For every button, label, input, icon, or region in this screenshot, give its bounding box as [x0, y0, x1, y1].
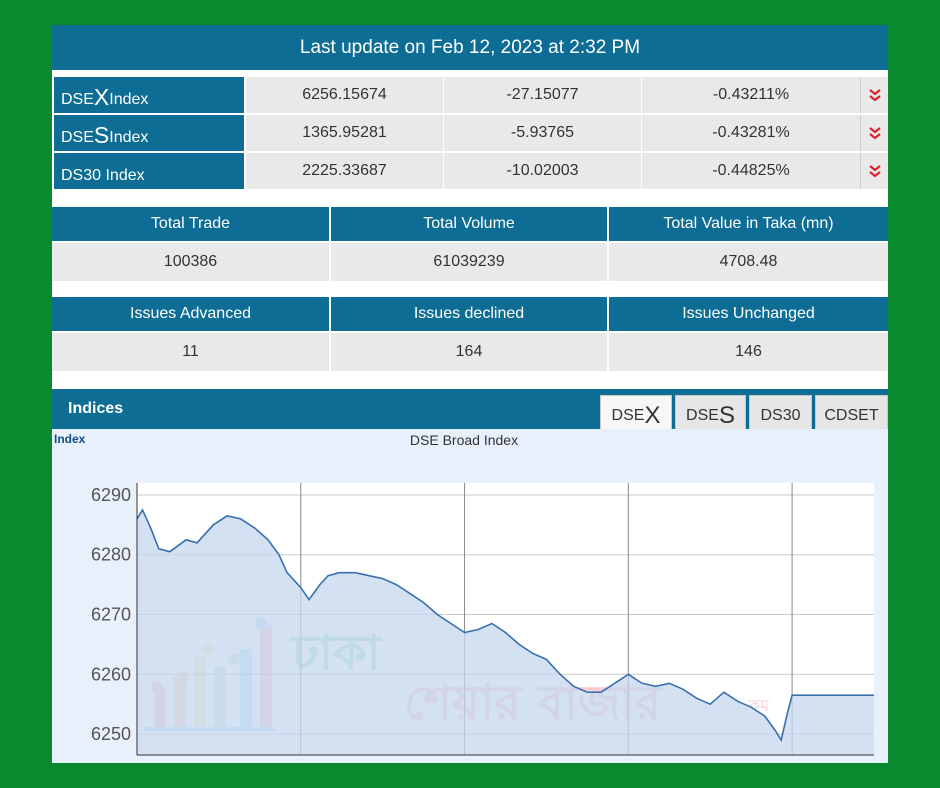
index-change: -27.15077	[444, 77, 642, 113]
down-arrow-icon	[860, 115, 888, 151]
index-value: 6256.15674	[246, 77, 444, 113]
tab-dses[interactable]: DSE S	[675, 395, 746, 435]
index-change: -10.02003	[444, 153, 642, 189]
index-name-dsex[interactable]: DSE X Index	[54, 77, 244, 113]
index-name-ds30[interactable]: DS30 Index	[54, 153, 244, 189]
series-line	[136, 508, 874, 743]
total-volume-header: Total Volume	[331, 207, 609, 241]
last-update-header: Last update on Feb 12, 2023 at 2:32 PM	[52, 25, 888, 70]
tab-cdset-label: CDSET	[824, 406, 879, 424]
index-name-suffix: Index	[109, 91, 149, 108]
index-row: DS30 Index 2225.33687 -10.02003 -0.44825%	[52, 153, 888, 189]
index-percent: -0.43211%	[642, 77, 860, 113]
tab-dses-prefix: DSE	[686, 406, 719, 424]
total-volume-value: 61039239	[331, 243, 609, 281]
index-row: DSE X Index 6256.15674 -27.15077 -0.43211%	[52, 77, 888, 113]
y-tick-label: 6290	[91, 485, 131, 505]
market-summary-panel: Last update on Feb 12, 2023 at 2:32 PM D…	[52, 25, 888, 763]
index-name-letter: X	[93, 84, 110, 110]
y-axis-label: Index	[54, 432, 86, 446]
tab-dsex[interactable]: DSE X	[600, 395, 672, 435]
total-value-value: 4708.48	[609, 243, 888, 281]
tab-ds30-label: DS30	[760, 406, 801, 424]
tab-cdset[interactable]: CDSET	[815, 395, 888, 435]
index-percent: -0.43281%	[642, 115, 860, 151]
index-name-prefix: DSE	[61, 129, 94, 146]
index-value: 1365.95281	[246, 115, 444, 151]
x-tick-label: 10:00	[114, 761, 159, 763]
indices-bar: Indices DSE X DSE S DS30 CDSET	[52, 389, 888, 435]
index-name-dses[interactable]: DSE S Index	[54, 115, 244, 151]
y-tick-label: 6250	[91, 724, 131, 744]
last-update-text: Last update on Feb 12, 2023 at 2:32 PM	[299, 36, 641, 58]
issues-unchanged-header: Issues Unchanged	[609, 297, 888, 331]
index-name-letter: S	[93, 122, 110, 148]
tab-dsex-letter: X	[644, 401, 661, 429]
y-tick-label: 6270	[91, 605, 131, 625]
x-tick-label: 14:00	[770, 761, 815, 763]
down-arrow-icon	[860, 77, 888, 113]
tab-dsex-prefix: DSE	[611, 406, 645, 424]
down-arrow-icon	[860, 153, 888, 189]
issues-unchanged-value: 146	[609, 333, 888, 371]
total-value-header: Total Value in Taka (mn)	[609, 207, 888, 241]
index-percent: -0.44825%	[642, 153, 860, 189]
y-tick-label: 6280	[91, 545, 131, 565]
total-trade-header: Total Trade	[52, 207, 331, 241]
total-trade-value: 100386	[52, 243, 331, 281]
y-tick-label: 6260	[91, 664, 131, 684]
issues-advanced-header: Issues Advanced	[52, 297, 331, 331]
x-tick-label: 11:00	[279, 761, 323, 763]
tab-dses-letter: S	[718, 401, 735, 429]
chart-title: DSE Broad Index	[410, 432, 518, 448]
issues-declined-header: Issues declined	[331, 297, 609, 331]
index-row: DSE S Index 1365.95281 -5.93765 -0.43281%	[52, 115, 888, 151]
index-name-prefix: DS30 Index	[61, 167, 145, 184]
indices-title: Indices	[68, 400, 124, 417]
index-name-prefix: DSE	[61, 91, 94, 108]
index-change: -5.93765	[444, 115, 642, 151]
dse-broad-index-chart: 6250 6260 6270 6280 6290 10:00 11:00 12:00 13:00…	[54, 432, 874, 763]
issues-advanced-value: 11	[52, 333, 331, 371]
tab-ds30[interactable]: DS30	[749, 395, 812, 435]
x-tick-label: 12:00	[442, 761, 487, 763]
index-name-suffix: Index	[109, 129, 149, 146]
index-value: 2225.33687	[246, 153, 444, 189]
issues-declined-value: 164	[331, 333, 609, 371]
index-chart: 6250 6260 6270 6280 6290 10:00 11:00 12:00 13:00…	[52, 429, 888, 763]
x-tick-label: 13:00	[606, 761, 651, 763]
